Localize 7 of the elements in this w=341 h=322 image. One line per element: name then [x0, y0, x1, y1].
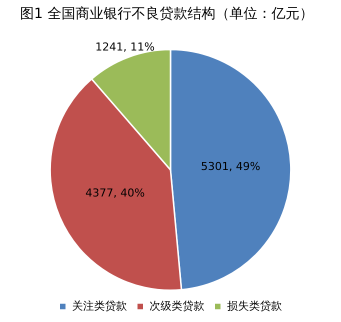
- data-label: 5301, 49%: [200, 160, 260, 174]
- data-label: 4377, 40%: [85, 186, 145, 200]
- legend-label: 损失类贷款: [226, 299, 282, 312]
- data-label: 1241, 11%: [95, 40, 155, 54]
- legend-label: 次级类贷款: [149, 299, 204, 312]
- legend-label: 关注类贷款: [72, 299, 127, 312]
- chart-title: 图1 全国商业银行不良贷款结构（单位：亿元）: [20, 6, 314, 22]
